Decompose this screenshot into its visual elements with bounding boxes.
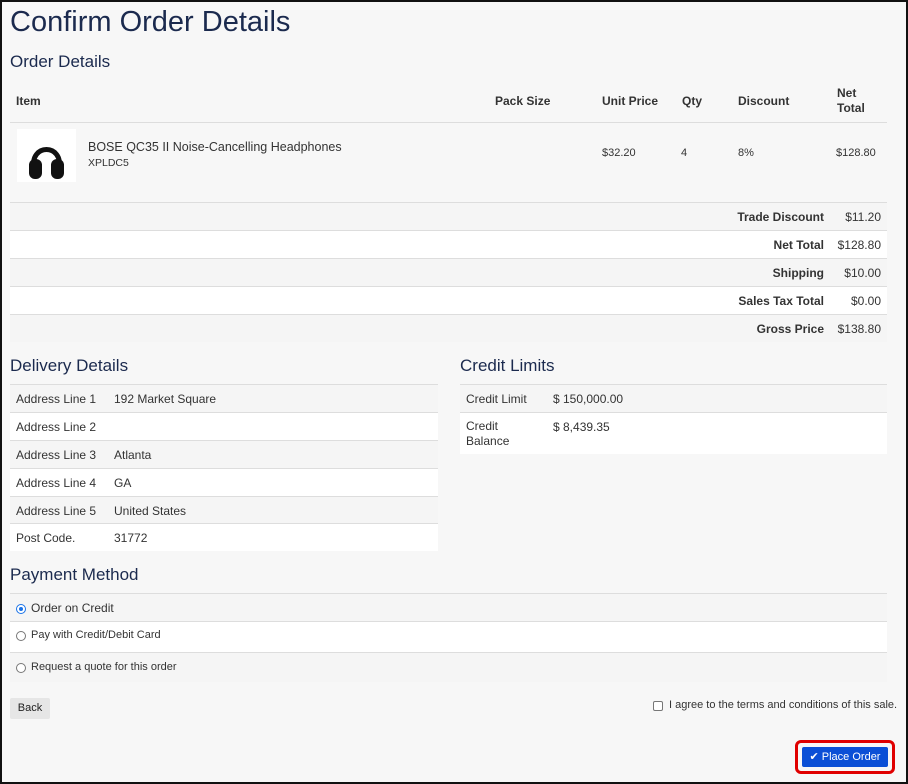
summary-gross-price: Gross Price $138.80 (10, 314, 887, 342)
headphones-icon (29, 147, 64, 179)
post-code: Post Code. 31772 (10, 523, 438, 551)
credit-balance: Credit Balance $ 8,439.35 (460, 412, 887, 454)
terms-label: I agree to the terms and conditions of t… (669, 699, 898, 711)
payment-option-card[interactable]: Pay with Credit/Debit Card (10, 621, 887, 652)
back-button[interactable]: Back (10, 698, 50, 719)
address-line-5: Address Line 5 United States (10, 496, 438, 524)
payment-option-credit[interactable]: Order on Credit (10, 593, 887, 621)
credit-heading: Credit Limits (460, 356, 555, 375)
page-title: Confirm Order Details (10, 6, 291, 38)
radio-request-quote[interactable] (16, 663, 26, 673)
radio-order-on-credit[interactable] (16, 604, 26, 614)
radio-pay-card[interactable] (16, 631, 26, 641)
col-discount: Discount (738, 94, 790, 108)
table-row: BOSE QC35 II Noise-Cancelling Headphones… (10, 123, 887, 202)
summary-net-total: Net Total $128.80 (10, 230, 887, 258)
address-line-3: Address Line 3 Atlanta (10, 440, 438, 468)
payment-option-quote[interactable]: Request a quote for this order (10, 652, 887, 682)
item-discount: 8% (738, 147, 754, 159)
address-line-1: Address Line 1 192 Market Square (10, 384, 438, 412)
summary-sales-tax: Sales Tax Total $0.00 (10, 286, 887, 314)
item-net-total: $128.80 (836, 147, 876, 159)
product-image (17, 129, 76, 182)
summary-shipping: Shipping $10.00 (10, 258, 887, 286)
item-unit-price: $32.20 (602, 147, 636, 159)
item-qty: 4 (681, 147, 688, 159)
col-qty: Qty (682, 94, 703, 108)
highlight-outline (795, 740, 895, 774)
order-details-heading: Order Details (10, 52, 111, 71)
col-unit-price: Unit Price (602, 94, 659, 108)
credit-limit: Credit Limit $ 150,000.00 (460, 384, 887, 412)
terms-checkbox[interactable] (653, 701, 663, 711)
delivery-heading: Delivery Details (10, 356, 129, 375)
address-line-2: Address Line 2 (10, 412, 438, 440)
col-net-total: Net Total (837, 86, 865, 115)
col-item: Item (16, 94, 41, 108)
summary-trade-discount: Trade Discount $11.20 (10, 202, 887, 230)
check-icon: ✔ (809, 751, 819, 763)
place-order-button[interactable]: ✔ Place Order (802, 747, 888, 767)
item-name: BOSE QC35 II Noise-Cancelling Headphones (88, 140, 342, 154)
address-line-4: Address Line 4 GA (10, 468, 438, 496)
col-pack-size: Pack Size (495, 94, 551, 108)
item-code: XPLDC5 (88, 157, 129, 169)
payment-heading: Payment Method (10, 565, 139, 584)
